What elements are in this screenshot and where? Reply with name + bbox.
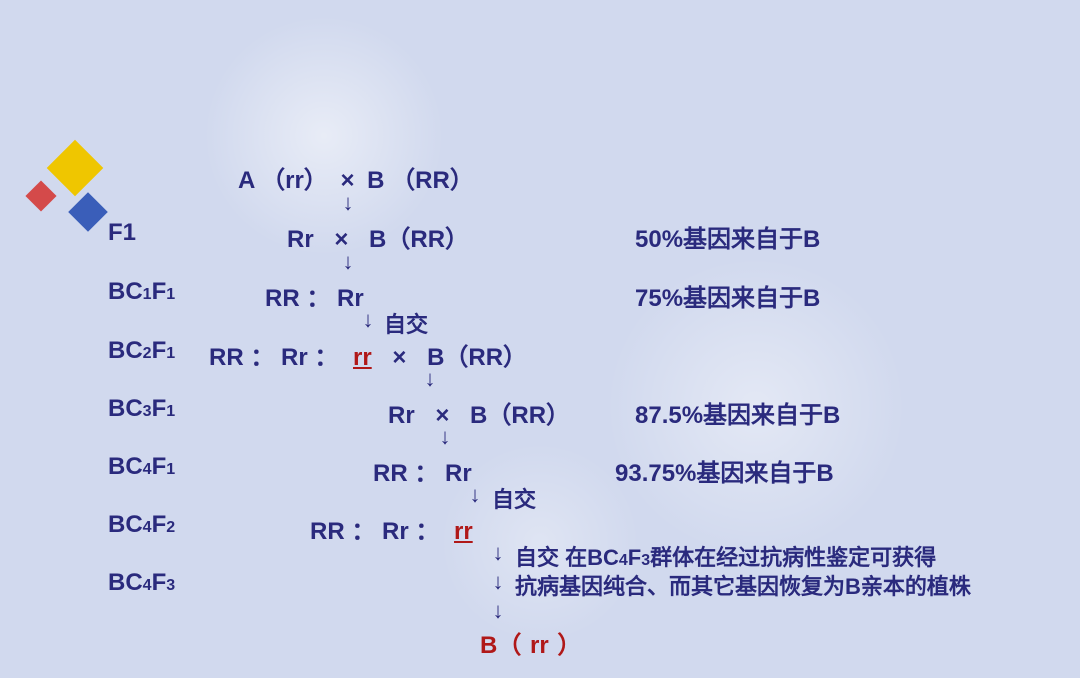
bc1f1-geno: RR ： Rr	[265, 278, 364, 313]
arrow-3: ↓	[358, 307, 378, 333]
bc4f1-geno: RR ： Rr	[373, 453, 472, 488]
f1-note: 50%基因来自于B	[635, 219, 820, 254]
bc3f1-cross: Rr × B（RR）	[388, 395, 570, 430]
arrow-5: ↓	[435, 424, 455, 450]
bc1f1-label: BC1F1	[108, 278, 175, 306]
f1-cross: Rr × B（RR）	[287, 219, 469, 254]
f1-label: F1	[108, 219, 136, 247]
bc1f1-note: 75%基因来自于B	[635, 278, 820, 313]
bc2f1-geno: RR ： Rr ： rr × B（RR）	[209, 337, 527, 372]
parent-B: B （RR）	[367, 167, 474, 194]
bc3f1-note: 87.5%基因来自于B	[635, 395, 840, 430]
diagram-content: A （rr） × B （RR） ↓ F1 Rr × B（RR） 50%基因来自于…	[0, 0, 1080, 678]
final-result: B（ rr ）	[480, 625, 581, 660]
arrow-1: ↓	[338, 190, 358, 216]
parent-A: A （rr）	[238, 167, 328, 194]
bc2f1-B: B（RR）	[427, 344, 527, 371]
bc4f2-label: BC4F2	[108, 511, 175, 539]
bc4f2-geno: RR ： Rr ： rr	[310, 511, 473, 546]
f1-B: B（RR）	[369, 226, 469, 253]
arrow-2: ↓	[338, 249, 358, 275]
bc4f3-note: 抗病基因纯合、而其它基因恢复为B亲本的植株	[515, 569, 971, 601]
arrow-6: ↓	[465, 482, 485, 508]
bc3f1-B: B（RR）	[470, 402, 570, 429]
bc3f1-geno: Rr	[388, 402, 415, 429]
bc2f1-times: ×	[392, 344, 406, 371]
bc4f3-label: BC4F3	[108, 569, 175, 597]
f1-geno: Rr	[287, 226, 314, 253]
bc3f1-label: BC3F1	[108, 395, 175, 423]
bc4f1-label: BC4F1	[108, 453, 175, 481]
bc4f2-rr: rr	[454, 518, 473, 545]
arrow-8: ↓	[488, 569, 508, 595]
self-2: 自交	[492, 482, 536, 514]
bc2f1-label: BC2F1	[108, 337, 175, 365]
self-3: 自交 在BC4F3群体在经过抗病性鉴定可获得	[515, 540, 936, 572]
bc2f1-rr: rr	[353, 344, 372, 371]
arrow-4: ↓	[420, 366, 440, 392]
bc4f1-note: 93.75%基因来自于B	[615, 453, 834, 488]
arrow-9: ↓	[488, 598, 508, 624]
self-1: 自交	[384, 307, 428, 339]
arrow-7: ↓	[488, 540, 508, 566]
final-rr: rr	[530, 632, 549, 659]
